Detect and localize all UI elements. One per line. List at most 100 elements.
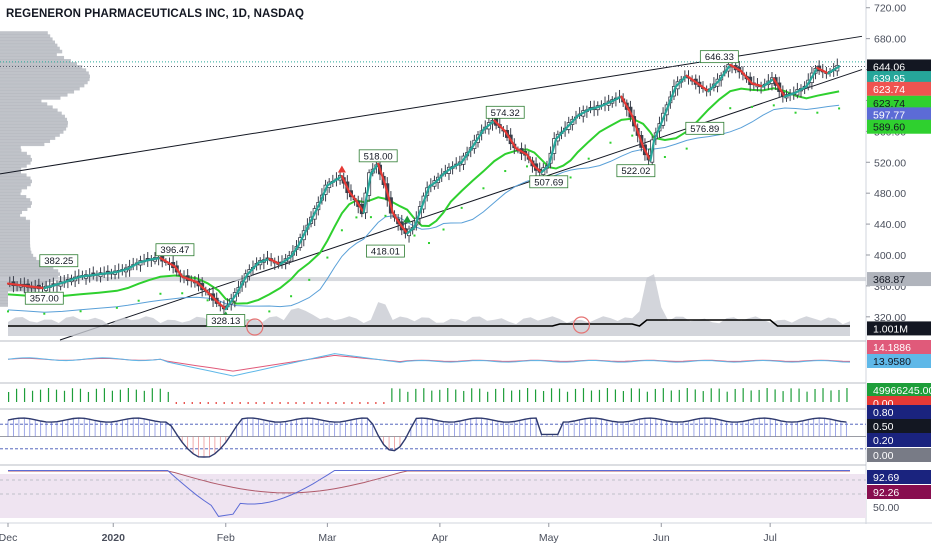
macd-line — [7, 353, 851, 377]
volume-profile-bar — [0, 216, 26, 221]
callout-label: 357.00 — [30, 294, 59, 305]
volume-profile-bar — [0, 238, 31, 242]
price-tag-background — [867, 81, 931, 96]
histogram-bar-positive — [790, 388, 792, 402]
histogram-bar-positive — [87, 391, 90, 402]
histogram-bar-positive — [574, 388, 577, 402]
histogram-bar-positive — [519, 389, 521, 402]
histogram-bar-positive — [566, 391, 569, 402]
histogram-bar-positive — [463, 390, 465, 402]
trend-segment-down — [515, 147, 529, 156]
histogram-bar-negative — [383, 402, 385, 404]
histogram-bar-positive — [590, 390, 593, 402]
histogram-bar-positive — [542, 390, 545, 402]
histogram-bar-negative — [175, 402, 177, 404]
histogram-bar-positive — [407, 391, 409, 402]
histogram-bar-positive — [598, 389, 601, 402]
price-tag-background — [867, 107, 931, 122]
trend-segment-up — [289, 244, 300, 258]
chart-title: REGENERON PHARMACEUTICALS INC, 1D, NASDA… — [6, 8, 305, 20]
trend-segment-up — [569, 114, 579, 125]
volume-profile-bar — [0, 123, 68, 128]
histogram-bar-positive — [798, 388, 800, 402]
support-dot — [525, 165, 528, 168]
price-callout: 507.69 — [529, 175, 569, 188]
volume-profile-bar — [0, 49, 63, 54]
callout-label: 507.69 — [534, 177, 563, 188]
histogram-bar-positive — [622, 391, 625, 402]
support-dot — [482, 187, 485, 190]
trend-segment-up — [435, 172, 445, 183]
trend-segment-up — [540, 164, 550, 174]
rsi-band — [0, 474, 866, 518]
trend-segment-up — [319, 184, 329, 204]
histogram-bar-positive — [47, 388, 50, 402]
indicator-tag: 0.00 — [867, 448, 931, 462]
histogram-bar-positive — [479, 388, 481, 402]
trend-segment-down — [740, 69, 754, 85]
trend-segment-up — [598, 100, 612, 108]
trend-segment-up — [257, 257, 271, 264]
trend-segment-down — [6, 282, 28, 288]
trend-segment-up — [482, 119, 496, 131]
volume-profile-bar — [0, 43, 58, 48]
callout-box — [366, 244, 405, 258]
histogram-bar-negative — [295, 402, 297, 404]
indicator-tag-label: 92.69 — [873, 472, 899, 484]
volume-profile-bar — [0, 204, 31, 208]
volume-profile-bar — [0, 198, 31, 202]
trend-segment-down — [181, 275, 198, 284]
volume-profile-bar — [0, 303, 8, 307]
trend-segment-up — [460, 145, 474, 164]
trend-segment-up — [718, 63, 732, 82]
callout-box — [39, 254, 79, 268]
trend-segment-up — [783, 91, 797, 98]
histogram-bar-positive — [95, 388, 98, 402]
trend-segment-down — [217, 301, 227, 311]
trend-segment-up — [362, 172, 373, 214]
price-tag-label: 623.74 — [873, 98, 905, 110]
time-axis: Dec 2020 Feb Mar Apr May Jun Jul — [0, 523, 777, 544]
support-dot — [428, 242, 430, 245]
trend-segment-up — [369, 162, 380, 175]
volume-average-line — [8, 319, 850, 327]
price-tick-label: 400.00 — [874, 250, 906, 262]
indicator-tag-label: 0.50 — [873, 421, 894, 433]
support-dot — [504, 170, 507, 173]
support-dot — [308, 278, 311, 281]
trend-segment-up — [326, 179, 336, 187]
trend-segment-up — [674, 74, 688, 88]
price-tag-label: 1.001M — [873, 323, 908, 335]
support-dot — [569, 176, 572, 179]
histogram-bar-positive — [646, 391, 648, 402]
trend-segment-down — [631, 114, 645, 148]
histogram-bar-negative — [287, 402, 289, 404]
callout-label: 328.13 — [211, 316, 240, 327]
volume-profile-bar — [0, 201, 32, 205]
callout-box — [685, 121, 725, 135]
trend-segment-up — [794, 85, 808, 94]
indicator-tag: 50.00 — [873, 502, 899, 514]
trend-segment-up — [115, 267, 129, 274]
trend-segment-down — [816, 66, 830, 75]
volume-profile-bar — [0, 173, 27, 178]
support-dot — [326, 256, 329, 259]
histogram-bar-positive — [734, 388, 736, 402]
trend-segment-up — [471, 128, 485, 148]
histogram-bar-positive — [534, 389, 537, 402]
volume-profile-bar — [0, 241, 31, 246]
histogram-bar-positive — [550, 388, 553, 402]
trend-segment-up — [554, 130, 565, 141]
moving-average-slow — [7, 104, 840, 313]
trend-segment-down — [729, 63, 743, 73]
time-tick-label: Apr — [432, 532, 449, 544]
price-tag: 589.60 — [867, 119, 931, 134]
indicator-tag: 92.69 — [867, 470, 931, 484]
volume-profile-bar — [0, 46, 60, 51]
price-tag: 1.001M — [867, 321, 931, 336]
indicator-tag-label: 49966245.00 — [873, 385, 932, 397]
histogram-bar-negative — [279, 402, 281, 404]
trend-segment-up — [246, 261, 260, 276]
trend-segment-down — [268, 257, 282, 266]
